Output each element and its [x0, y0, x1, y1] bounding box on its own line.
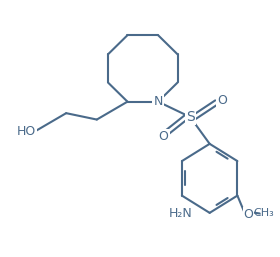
Text: H₂N: H₂N [169, 207, 192, 220]
Text: O: O [217, 94, 227, 107]
Text: O: O [159, 130, 169, 143]
Text: S: S [186, 110, 195, 124]
Text: HO: HO [16, 125, 36, 137]
Text: N: N [153, 95, 163, 108]
Text: CH₃: CH₃ [253, 208, 274, 218]
Text: O: O [244, 208, 253, 221]
